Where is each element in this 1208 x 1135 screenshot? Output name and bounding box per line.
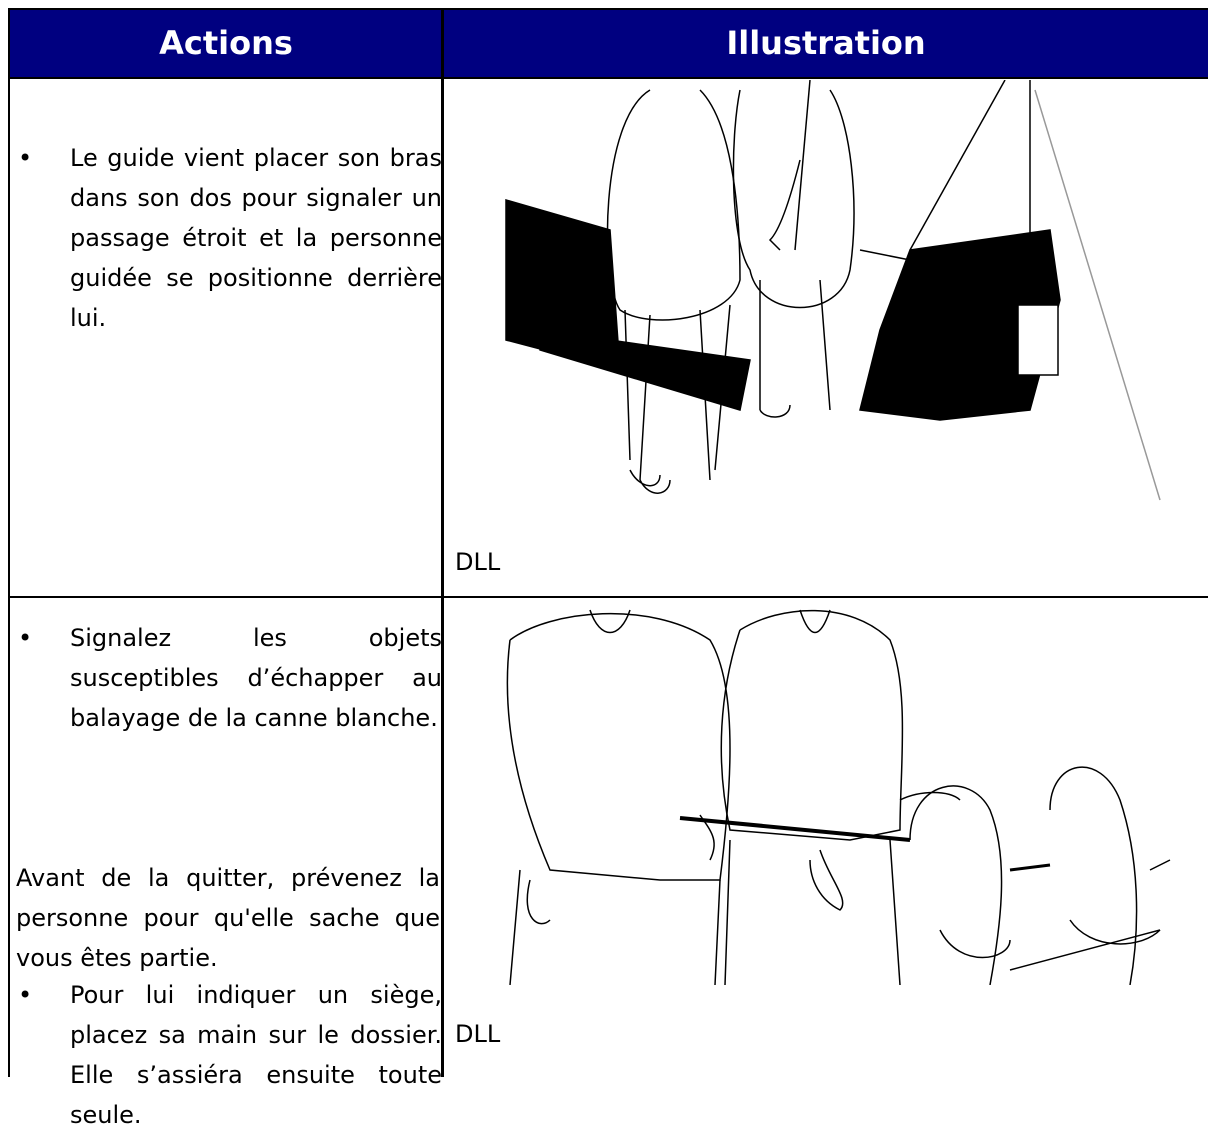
header-cell: Illustration bbox=[444, 10, 1208, 77]
top-note: (...) bbox=[6, 0, 51, 3]
border bbox=[8, 596, 1208, 598]
header-cell: Actions bbox=[10, 10, 442, 77]
caption: DLL bbox=[455, 1020, 501, 1048]
border bbox=[8, 8, 10, 1077]
border bbox=[8, 77, 1208, 79]
illustration bbox=[506, 609, 1171, 985]
bullet: Signalez les objets susceptibles d’échap… bbox=[12, 618, 442, 738]
note: Avant de la quitter, prévenez la personn… bbox=[16, 864, 440, 972]
page: (...) Actions Illustration Le guide vien… bbox=[0, 0, 1208, 1077]
border bbox=[8, 8, 1208, 10]
border bbox=[441, 8, 444, 1077]
caption: DLL bbox=[455, 548, 501, 576]
illustration bbox=[505, 80, 1161, 501]
bullet: Le guide vient placer son bras dans son … bbox=[12, 138, 442, 338]
bullet: Pour lui indiquer un siège, placez sa ma… bbox=[12, 975, 442, 1135]
